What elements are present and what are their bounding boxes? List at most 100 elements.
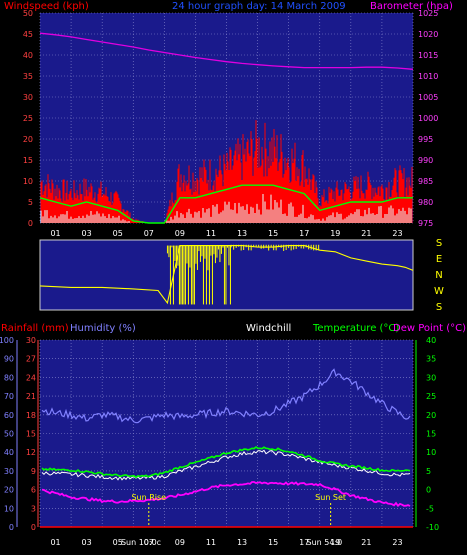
direction-label: W (434, 286, 444, 297)
rainfall-tick-label: 15 (26, 430, 36, 439)
temperature-x-tick-label: 17 (299, 538, 309, 547)
rainfall-tick-label: 24 (26, 373, 36, 382)
barometer-tick-label: 1015 (418, 51, 438, 60)
direction-label: E (436, 254, 442, 265)
wind-x-tick-label: 19 (330, 229, 340, 238)
temperature-x-tick-label: 09 (175, 538, 185, 547)
humidity-tick-label: 40 (4, 448, 14, 457)
barometer-tick-label: 990 (418, 156, 433, 165)
direction-line (39, 245, 414, 305)
barometer-line (39, 32, 414, 70)
wind-series (39, 32, 414, 224)
temperature-x-axis: 01 03 05 07 09 11 13 15 17 19 21 23 Sun 10:0c Sun 54:… (50, 538, 402, 547)
wind-left-tick-label: 40 (23, 51, 33, 60)
temperature-x-tick-label: 07 (144, 538, 154, 547)
temperature-tick-label: 25 (426, 392, 436, 401)
temperature-x-tick-label: 01 (50, 538, 60, 547)
barometer-tick-label: 975 (418, 219, 433, 228)
temperature-x-tick-label: 11 (206, 538, 216, 547)
rainfall-tick-label: 27 (26, 355, 36, 364)
direction-label: S (436, 302, 442, 313)
temperature-tick-label: 30 (426, 373, 436, 382)
wind-x-tick-label: 23 (392, 229, 402, 238)
barometer-tick-label: 985 (418, 177, 433, 186)
wind-x-tick-label: 05 (113, 229, 123, 238)
temperature-tick-label: 20 (426, 411, 436, 420)
temperature-tick-label: -10 (426, 523, 439, 532)
wind-x-tick-label: 15 (268, 229, 278, 238)
direction-panel (39, 239, 414, 311)
wind-left-tick-label: 0 (28, 219, 33, 228)
humidity-tick-label: 60 (4, 411, 14, 420)
sunrise-time-label: Sun 10:0c (121, 538, 161, 547)
rainfall-tick-label: 21 (26, 392, 36, 401)
wind-x-tick-label: 07 (144, 229, 154, 238)
sun-annotations: Sun Rise Sun Set (131, 493, 346, 527)
temperature-tick-label: 0 (426, 486, 431, 495)
rainfall-tick-label: 12 (26, 448, 36, 457)
barometer-tick-label: 1025 (418, 9, 438, 18)
temperature-line (41, 446, 411, 479)
barometer-tick-label: 1020 (418, 30, 438, 39)
wind-x-tick-label: 11 (206, 229, 216, 238)
rainfall-tick-label: 3 (31, 504, 36, 513)
barometer-tick-label: 1010 (418, 72, 438, 81)
wind-left-tick-label: 50 (23, 9, 33, 18)
sunset-label: Sun Set (315, 493, 346, 502)
avg-wind-line (39, 184, 413, 224)
wind-left-tick-label: 5 (28, 198, 33, 207)
wind-right-axis: 975 980 985 990 995 1000 1005 1010 1015 1020 1025 (418, 9, 438, 228)
rainfall-title: Rainfall (mm) (1, 323, 69, 334)
temperature-series (40, 368, 413, 528)
windchill-title: Windchill (246, 323, 291, 334)
wind-x-tick-label: 17 (299, 229, 309, 238)
direction-label: S (436, 238, 442, 249)
barometer-tick-label: 1005 (418, 93, 438, 102)
temperature-x-tick-label: 03 (82, 538, 92, 547)
temperature-tick-label: 40 (426, 336, 436, 345)
humidity-title: Humidity (%) (70, 323, 136, 334)
temperature-tick-label: 35 (426, 355, 436, 364)
sunrise-label: Sun Rise (131, 493, 166, 502)
wind-x-tick-label: 13 (237, 229, 247, 238)
temperature-grid (39, 339, 414, 528)
direction-series (39, 244, 414, 305)
temperature-tick-label: -5 (426, 504, 434, 513)
wind-left-tick-label: 10 (23, 177, 33, 186)
humidity-tick-label: 20 (4, 486, 14, 495)
barometer-tick-label: 995 (418, 135, 433, 144)
wind-left-tick-label: 30 (23, 93, 33, 102)
humidity-tick-label: 0 (9, 523, 14, 532)
rainfall-tick-label: 9 (31, 467, 36, 476)
dewpoint-line (41, 481, 411, 508)
rainfall-tick-label: 30 (26, 336, 36, 345)
wind-left-tick-label: 45 (23, 30, 33, 39)
wind-left-tick-label: 25 (23, 114, 33, 123)
humidity-tick-label: 100 (0, 336, 14, 345)
wind-left-axis: 0 5 10 15 20 25 30 35 40 45 50 (23, 9, 33, 228)
direction-label: N (435, 270, 442, 281)
temperature-title: Temperature (°C) (312, 323, 399, 334)
wind-x-axis: 01 03 05 07 09 11 13 15 17 19 21 23 (50, 229, 402, 238)
dewpoint-title: Dew Point (°C) (393, 323, 466, 334)
barometer-title: Barometer (hpa) (370, 1, 453, 12)
temperature-x-tick-label: 15 (268, 538, 278, 547)
humidity-tick-label: 50 (4, 430, 14, 439)
rainfall-tick-label: 0 (31, 523, 36, 532)
barometer-tick-label: 1000 (418, 114, 438, 123)
temperature-x-tick-label: 19 (330, 538, 340, 547)
temperature-tick-label: 10 (426, 448, 436, 457)
temperature-x-tick-label: 13 (237, 538, 247, 547)
wind-left-tick-label: 20 (23, 135, 33, 144)
wind-x-tick-label: 01 (50, 229, 60, 238)
temperature-tick-label: 15 (426, 430, 436, 439)
wind-x-tick-label: 21 (361, 229, 371, 238)
temperature-axes: 0102030405060708090100036912151821242730… (0, 336, 439, 532)
humidity-line (41, 368, 411, 424)
wind-x-tick-label: 09 (175, 229, 185, 238)
sunset-time-label: Sun 54:0 (307, 538, 343, 547)
windchill-line (41, 449, 411, 481)
rainfall-tick-label: 6 (31, 486, 36, 495)
windspeed-title: Windspeed (kph) (4, 1, 89, 12)
